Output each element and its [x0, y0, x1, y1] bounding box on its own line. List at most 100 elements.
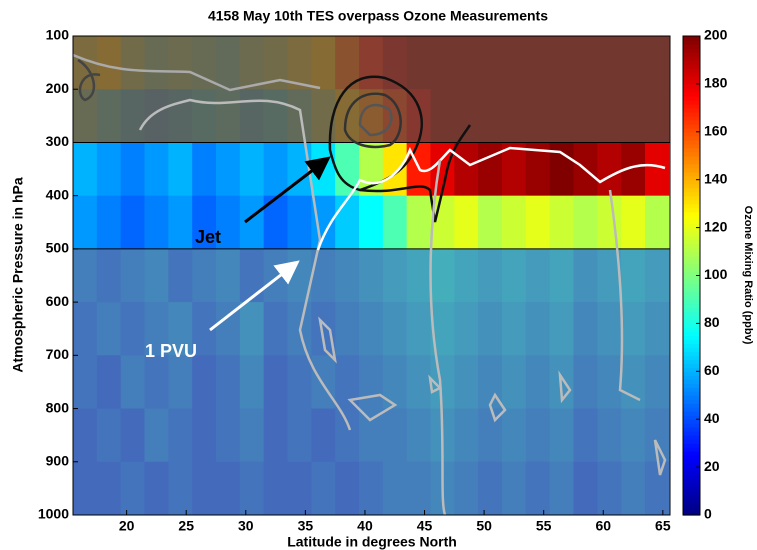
heat-cell	[168, 195, 193, 250]
contour	[343, 92, 402, 149]
heat-cell	[263, 142, 288, 197]
heat-cell	[454, 195, 479, 250]
colorbar-swatch	[683, 199, 700, 205]
heat-cell	[96, 195, 122, 250]
colorbar-swatch	[683, 243, 700, 249]
colorbar-swatch	[683, 195, 700, 201]
colorbar-tick-label: 0	[704, 506, 712, 522]
colorbar-tick-label: 80	[704, 314, 720, 330]
colorbar-swatch	[683, 279, 700, 285]
heat-cell	[215, 195, 241, 250]
colorbar-swatch	[683, 463, 700, 468]
colorbar-swatch	[683, 407, 700, 412]
heat-cell	[73, 195, 98, 250]
heat-cell	[382, 195, 408, 250]
colorbar-swatch	[683, 43, 700, 49]
colorbar-swatch	[683, 83, 700, 89]
colorbar-swatch	[683, 255, 700, 261]
colorbar-swatch	[683, 259, 700, 265]
colorbar-swatch	[683, 391, 700, 396]
colorbar-swatch	[683, 287, 700, 293]
colorbar-swatch	[683, 227, 700, 233]
x-tick-label: 55	[536, 518, 552, 534]
colorbar-tick-label: 40	[704, 410, 720, 426]
colorbar-swatch	[683, 187, 700, 193]
colorbar-swatch	[683, 91, 700, 97]
heat-cell	[192, 142, 217, 197]
colorbar-swatch	[683, 467, 700, 472]
colorbar-tick-label: 160	[704, 123, 728, 139]
x-tick-label: 20	[119, 518, 135, 534]
heat-cell	[573, 195, 598, 250]
colorbar-swatch	[683, 451, 700, 456]
colorbar-swatch	[683, 55, 700, 61]
colorbar-swatch	[683, 111, 700, 117]
contour	[358, 103, 393, 137]
colorbar-swatch	[683, 247, 700, 253]
y-tick-label: 700	[46, 346, 70, 362]
colorbar-swatch	[683, 327, 700, 332]
colorbar-swatch	[683, 387, 700, 392]
heat-cell	[120, 195, 145, 250]
colorbar-swatch	[683, 39, 700, 45]
colorbar-swatch	[683, 331, 700, 336]
colorbar-swatch	[683, 231, 700, 237]
colorbar-swatch	[683, 95, 700, 101]
heat-cell	[621, 195, 646, 250]
colorbar-swatch	[683, 507, 700, 512]
colorbar-swatch	[683, 487, 700, 492]
colorbar-swatch	[683, 47, 700, 53]
colorbar-swatch	[683, 207, 700, 213]
colorbar-swatch	[683, 127, 700, 133]
colorbar: 0 20 40 60 80 100 120 140 160 180 200	[682, 27, 728, 522]
colorbar-swatch	[683, 235, 700, 241]
colorbar-swatch	[683, 351, 700, 356]
colorbar-swatch	[683, 119, 700, 125]
x-tick-label: 25	[178, 518, 194, 534]
colorbar-swatch	[683, 267, 700, 273]
colorbar-swatch	[683, 415, 700, 420]
heat-cell	[96, 142, 122, 197]
colorbar-swatch	[683, 215, 700, 221]
heat-cell	[549, 195, 574, 250]
colorbar-swatch	[683, 367, 700, 372]
colorbar-swatch	[683, 219, 700, 225]
colorbar-swatch	[683, 171, 700, 177]
heat-cell	[597, 195, 622, 250]
x-tick-label: 35	[298, 518, 314, 534]
colorbar-swatch	[683, 371, 700, 376]
colorbar-swatch	[683, 395, 700, 400]
colorbar-tick-label: 100	[704, 266, 728, 282]
shading	[73, 36, 670, 515]
colorbar-swatch	[683, 275, 700, 281]
heat-cell	[239, 142, 265, 197]
colorbar-swatch	[683, 335, 700, 340]
colorbar-swatch	[683, 251, 700, 257]
colorbar-swatch	[683, 447, 700, 452]
colorbar-swatch	[683, 379, 700, 384]
colorbar-swatch	[683, 423, 700, 428]
heat-cell	[358, 195, 384, 250]
colorbar-swatch	[683, 223, 700, 229]
heat-cell	[144, 195, 169, 250]
heat-cell	[382, 142, 408, 197]
colorbar-swatch	[683, 475, 700, 480]
colorbar-tick-label: 200	[704, 27, 728, 43]
y-tick-label: 900	[46, 452, 70, 468]
plot-frame	[72, 35, 671, 516]
colorbar-swatch	[683, 103, 700, 109]
colorbar-swatch	[683, 123, 700, 129]
colorbar-swatch	[683, 51, 700, 57]
colorbar-swatch	[683, 63, 700, 69]
colorbar-label: Ozone Mixing Ratio (ppbv)	[742, 206, 754, 345]
colorbar-swatch	[683, 311, 700, 317]
colorbar-swatch	[683, 343, 700, 348]
contours	[73, 53, 667, 515]
heat-cell	[501, 142, 527, 197]
shade-lower	[73, 248, 670, 515]
x-tick-label: 50	[476, 518, 492, 534]
colorbar-swatch	[683, 87, 700, 93]
colorbar-swatch	[683, 411, 700, 416]
contour	[316, 146, 666, 251]
contour	[138, 98, 352, 431]
